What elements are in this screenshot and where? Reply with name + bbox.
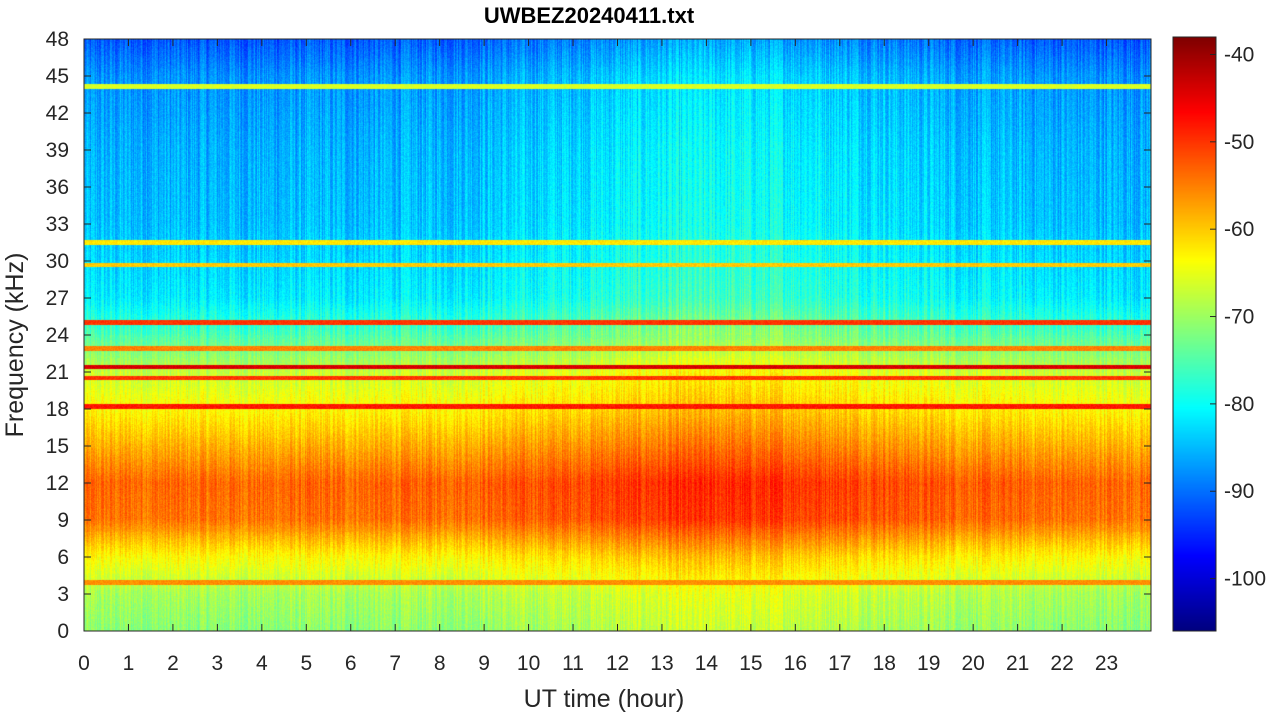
y-tick-label: 42 [46,102,69,125]
x-tick-label: 10 [517,652,540,675]
y-tick-label: 27 [46,287,69,310]
x-tick-label: 16 [784,652,807,675]
colorbar-tick-label: -60 [1224,218,1254,241]
x-tick-label: 1 [123,652,135,675]
x-tick-label: 23 [1095,652,1118,675]
x-tick-label: 4 [256,652,268,675]
x-tick-label: 6 [345,652,357,675]
y-tick-label: 48 [46,28,69,51]
x-tick-label: 21 [1006,652,1029,675]
colorbar-ticks: -40 -50 -60 -70 -80 -90 -100 [1210,43,1266,591]
x-tick-label: 18 [873,652,896,675]
x-axis-label: UT time (hour) [524,685,685,713]
y-axis-label: Frequency (kHz) [1,253,29,438]
y-tick-label: 3 [57,583,69,606]
colorbar: -40 -50 -60 -70 -80 -90 -100 [1172,36,1266,632]
colorbar-tick-label: -70 [1224,306,1254,329]
x-tick-label: 0 [78,652,90,675]
colorbar-gradient [1173,37,1216,631]
x-tick-label: 15 [739,652,762,675]
x-tick-label: 8 [434,652,446,675]
colorbar-tick-label: -90 [1224,480,1254,503]
colorbar-tick-label: -80 [1224,393,1254,416]
x-axis-ticks: 0 1 2 3 4 5 6 7 8 9 10 11 12 13 14 15 16 17 18 19 20 21 22 23 [78,39,1118,675]
x-tick-label: 3 [212,652,224,675]
y-tick-label: 39 [46,139,69,162]
y-tick-label: 24 [46,324,70,347]
y-tick-label: 6 [57,546,69,569]
y-tick-label: 9 [57,509,69,532]
plot-area [83,38,1152,632]
y-tick-label: 36 [46,176,69,199]
colorbar-frame [1172,36,1217,632]
colorbar-tick-label: -50 [1224,131,1254,154]
y-tick-label: 30 [46,250,69,273]
y-tick-label: 0 [57,620,69,643]
chart-title: UWBEZ20240411.txt [484,3,695,28]
x-tick-label: 19 [917,652,940,675]
x-tick-label: 7 [389,652,401,675]
y-tick-label: 12 [46,472,69,495]
y-tick-label: 21 [46,361,69,384]
y-tick-label: 15 [46,435,69,458]
x-tick-label: 12 [606,652,629,675]
x-tick-label: 13 [650,652,673,675]
x-tick-label: 20 [961,652,984,675]
y-tick-label: 18 [46,398,69,421]
y-tick-label: 45 [46,65,69,88]
spectrogram-heatmap [84,39,1151,631]
x-tick-label: 17 [828,652,851,675]
x-tick-label: 9 [478,652,490,675]
y-tick-label: 33 [46,213,69,236]
x-tick-label: 14 [695,652,719,675]
colorbar-tick-label: -100 [1224,568,1266,591]
colorbar-tick-label: -40 [1224,43,1254,66]
x-tick-label: 2 [167,652,179,675]
x-tick-label: 5 [300,652,312,675]
x-tick-label: 22 [1050,652,1073,675]
x-tick-label: 11 [562,652,584,675]
